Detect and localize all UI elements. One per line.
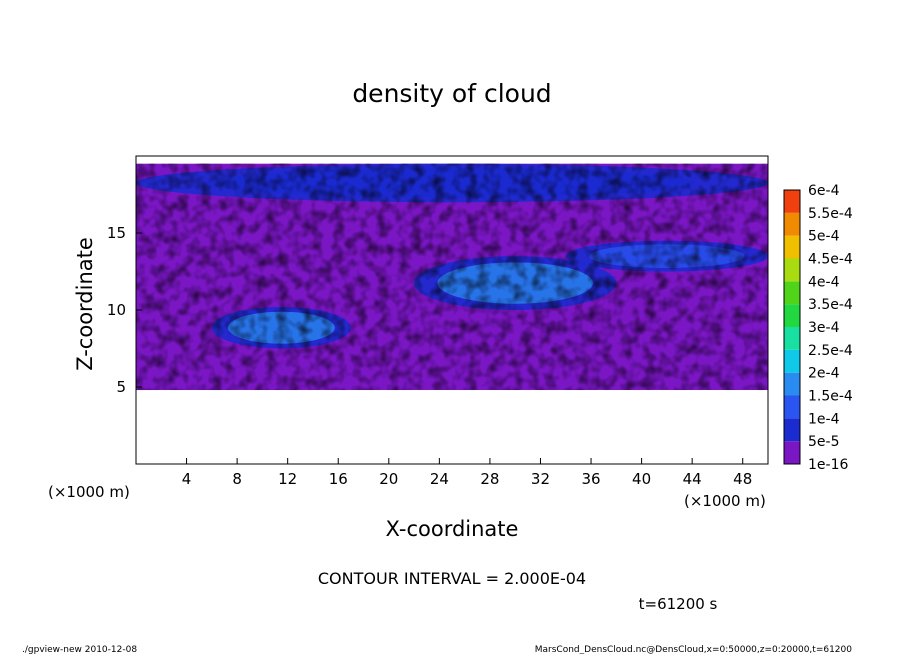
colorbar-swatch-8 [784, 281, 800, 305]
x-tick-label-8: 8 [232, 470, 242, 488]
colorbar-label-7: 3e-4 [808, 320, 840, 336]
colorbar-swatch-4 [784, 372, 800, 396]
colorbar-swatch-11 [784, 212, 800, 236]
contour-interval-text: CONTOUR INTERVAL = 2.000E-04 [318, 569, 586, 588]
x-tick-label-44: 44 [683, 470, 702, 488]
colorbar-label-13: 6e-4 [808, 183, 840, 199]
y-axis-label: Z-coordinate [73, 237, 97, 371]
colorbar-label-4: 1.5e-4 [808, 389, 853, 405]
x-tick-label-24: 24 [430, 470, 449, 488]
colorbar-label-5: 2e-4 [808, 366, 840, 382]
colorbar-label-11: 5e-4 [808, 229, 840, 245]
colorbar-swatch-12 [784, 190, 800, 213]
x-tick-label-36: 36 [581, 470, 600, 488]
colorbar-swatch-9 [784, 258, 800, 282]
colorbar: 1e-16 5e-5 1e-4 1.5e-4 2e-4 2.5e-4 3e-4 3.5e-4 4… [783, 183, 853, 473]
y-tick-label-10: 10 [107, 301, 126, 319]
colorbar-swatch-3 [784, 395, 800, 419]
y-tick-label-15: 15 [107, 224, 126, 242]
colorbar-swatch-7 [784, 304, 800, 327]
clear-region-below [136, 390, 768, 464]
colorbar-label-1: 1e-16 [808, 457, 848, 473]
y-tick-label-5: 5 [116, 378, 126, 396]
colorbar-swatch-10 [784, 235, 800, 259]
x-axis-label: X-coordinate [386, 517, 519, 541]
x-tick-label-40: 40 [632, 470, 651, 488]
colorbar-label-6: 2.5e-4 [808, 343, 853, 359]
footer-right-text: MarsCond_DensCloud.nc@DensCloud,x=0:5000… [535, 645, 852, 654]
time-label: t=61200 s [639, 595, 718, 613]
x-unit-label-right: (×1000 m) [684, 492, 766, 510]
colorbar-label-3: 1e-4 [808, 411, 840, 427]
colorbar-label-9: 4e-4 [808, 274, 840, 290]
colorbar-label-12: 5.5e-4 [808, 206, 853, 222]
colorbar-label-2: 5e-5 [808, 434, 839, 450]
colorbar-label-8: 3.5e-4 [808, 297, 853, 313]
clear-sky-texture [136, 163, 768, 391]
y-axis-ticks: 5 10 15 [107, 224, 142, 396]
colorbar-frame [783, 189, 801, 465]
chart-title: density of cloud [352, 79, 551, 108]
x-tick-label-20: 20 [379, 470, 398, 488]
footer-left-text: ./gpview-new 2010-12-08 [22, 645, 137, 654]
x-tick-label-4: 4 [182, 470, 192, 488]
x-tick-label-32: 32 [531, 470, 550, 488]
x-axis-ticks: 4 8 12 16 20 24 28 32 36 40 44 48 [182, 458, 752, 488]
plot-area [135, 155, 769, 465]
x-tick-label-28: 28 [480, 470, 499, 488]
x-tick-label-16: 16 [329, 470, 348, 488]
colorbar-swatch-1 [784, 441, 800, 464]
x-tick-label-12: 12 [278, 470, 297, 488]
colorbar-swatch-5 [784, 349, 800, 373]
x-tick-label-48: 48 [733, 470, 752, 488]
x-unit-label-left: (×1000 m) [48, 483, 130, 501]
colorbar-swatch-2 [784, 418, 800, 442]
colorbar-swatch-6 [784, 327, 800, 350]
colorbar-label-10: 4.5e-4 [808, 252, 853, 268]
